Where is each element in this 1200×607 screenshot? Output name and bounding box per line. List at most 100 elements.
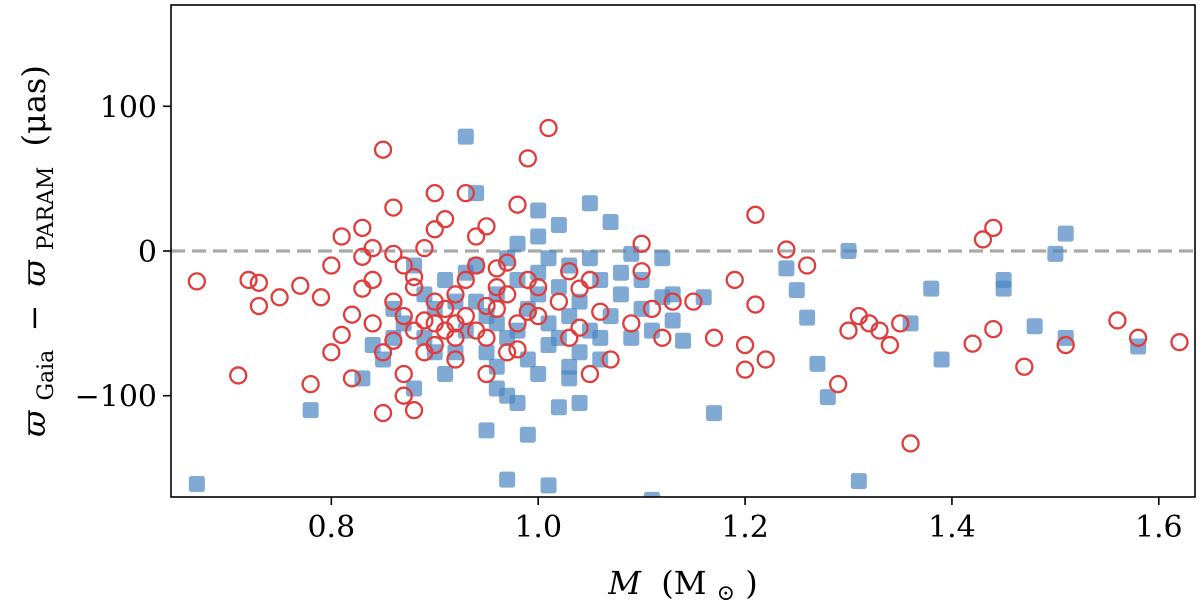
blue-square-point (530, 202, 547, 219)
red-circle-point (570, 318, 589, 337)
red-circle-point (466, 227, 486, 246)
x-tick-label: 1.6 (1135, 510, 1183, 545)
y-axis-label-minus: − (15, 305, 53, 332)
red-circle-point (508, 195, 527, 214)
blue-square-point (561, 308, 578, 325)
red-circle-point (580, 364, 600, 384)
red-circle-point (373, 140, 393, 159)
blue-square-point (1026, 318, 1043, 335)
red-circle-point (404, 401, 424, 420)
x-axis-label-unit-open: (M (661, 564, 706, 602)
blue-square-point (602, 308, 619, 325)
blue-square-point (509, 394, 526, 411)
red-circle-point (498, 285, 517, 304)
y-axis-label-sub-param: PARAM (34, 167, 59, 251)
red-circle-point (529, 278, 548, 297)
red-series (187, 118, 1189, 517)
red-circle-point (746, 295, 765, 314)
red-circle-point (446, 328, 465, 347)
blue-square-point (581, 195, 598, 212)
red-circle-point (363, 270, 382, 290)
blue-square-point (778, 260, 795, 277)
red-circle-point (239, 270, 258, 290)
red-circle-point (777, 240, 796, 259)
red-circle-point (394, 386, 413, 405)
red-circle-point (342, 305, 362, 324)
y-tick-label: 0 (138, 235, 157, 270)
y-axis-label-sub-gaia: Gaia (34, 350, 59, 401)
blue-square-point (457, 128, 474, 145)
red-circle-point (394, 256, 413, 275)
blue-square-point (602, 214, 619, 231)
blue-square-point (1057, 225, 1074, 242)
red-circle-point (601, 350, 620, 369)
red-circle-point (187, 272, 207, 291)
blue-square-point (850, 473, 867, 490)
red-circle-point (839, 321, 858, 340)
red-circle-point (384, 198, 403, 217)
red-circle-point (446, 285, 465, 304)
blue-square-point (437, 366, 454, 382)
red-circle-point (613, 501, 629, 517)
red-circle-point (973, 230, 993, 249)
blue-square-point (581, 250, 598, 267)
blue-square-point (468, 293, 485, 310)
blue-square-point (695, 289, 712, 306)
red-circle-point (870, 321, 889, 340)
blue-square-point (540, 250, 557, 267)
red-circle-point (311, 288, 331, 307)
blue-square-point (561, 257, 578, 274)
red-circle-point (466, 256, 486, 275)
blue-square-point (995, 280, 1012, 297)
red-circle-point (1128, 328, 1148, 347)
red-circle-point (249, 296, 269, 316)
blue-square-point (561, 358, 578, 375)
blue-square-point (623, 329, 640, 346)
red-circle-point (373, 403, 393, 423)
red-circle-point (425, 314, 444, 333)
red-circle-point (622, 314, 641, 333)
red-circle-point (291, 276, 310, 295)
red-circle-point (1170, 333, 1189, 352)
blue-square-point (623, 245, 640, 262)
red-circle-point (404, 267, 424, 287)
red-circle-point (746, 205, 765, 224)
y-axis-label: ϖ Gaia − ϖ PARAM (μas) (15, 65, 61, 437)
x-axis-label-unit-close: ) (745, 564, 757, 602)
y-ticks: −100 0 100 (75, 90, 171, 415)
blue-square-point (478, 344, 495, 361)
blue-square-point (571, 344, 588, 361)
blue-square-point (571, 293, 588, 310)
blue-square-point (437, 271, 454, 288)
red-circle-point (425, 220, 444, 239)
red-circle-point (549, 292, 569, 311)
blue-square-point (550, 279, 567, 296)
red-circle-point (498, 343, 517, 362)
x-ticks: 0.8 1.0 1.2 1.4 1.6 (307, 497, 1183, 545)
blue-square-point (530, 228, 547, 245)
x-tick-label: 1.0 (514, 510, 562, 545)
red-circle-point (591, 302, 610, 321)
red-circle-point (984, 319, 1003, 339)
y-axis-label-symbol-1: ϖ (15, 410, 53, 437)
red-circle-point (487, 259, 506, 278)
red-circle-point (415, 343, 434, 362)
x-tick-label: 1.4 (928, 510, 976, 545)
blue-series (188, 128, 1147, 497)
blue-square-point (519, 351, 536, 368)
blue-square-point (1047, 245, 1064, 262)
blue-square-point (478, 422, 495, 439)
red-circle-point (353, 247, 372, 266)
red-circle-point (829, 374, 848, 394)
red-circle-point (653, 328, 672, 347)
red-circle-point (529, 306, 548, 326)
red-circle-point (756, 350, 775, 369)
red-circle-point (446, 350, 465, 369)
red-circle-point (880, 335, 900, 355)
red-circle-point (642, 299, 662, 319)
blue-square-point (499, 471, 516, 488)
blue-square-point (664, 312, 681, 329)
red-circle-point (404, 278, 424, 297)
red-circle-point (353, 279, 372, 298)
